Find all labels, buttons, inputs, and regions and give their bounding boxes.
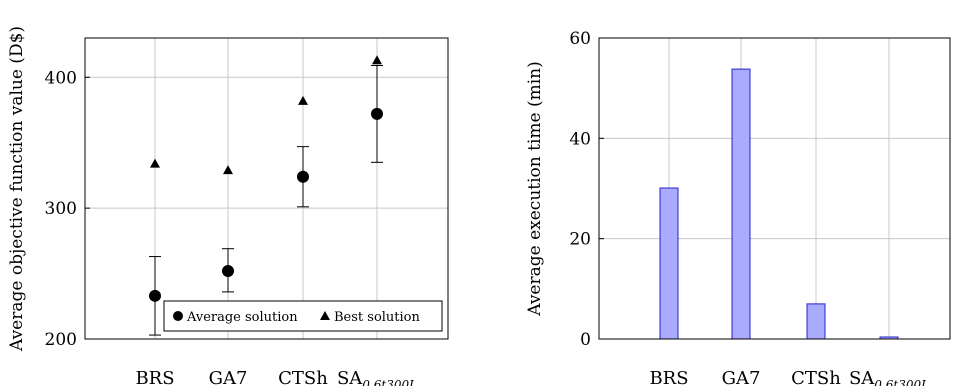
left-category-label-3-base: SA [337,368,363,386]
left-category-label-2: CTSh [278,368,328,386]
right-category-label-0: BRS [649,368,688,386]
right-category-label-3-base: SA [849,368,875,386]
left-y-axis-label: Average objective function value (D$) [7,26,27,352]
right-plot-frame [598,37,951,340]
left-ytick-label-1: 300 [45,199,77,219]
left-category-label-0-base: BRS [135,368,174,386]
right-ytick-label-3: 60 [569,29,591,49]
left-best-point-3 [372,55,382,65]
left-best-point-2 [298,95,308,105]
left-category-label-3-subscript: 0.6t300L [362,378,417,386]
left-best-point-1 [223,165,233,175]
left-ytick-label-0: 200 [45,330,77,350]
right-category-label-3-subscript: 0.6t300L [874,378,929,386]
right-category-label-1: GA7 [722,368,761,386]
right-y-axis-label: Average execution time (min) [525,61,545,317]
left-category-label-2-base: CTSh [278,368,328,386]
legend-average-marker [173,311,183,321]
left-best-point-0 [150,158,160,168]
legend-best-marker [320,311,330,320]
legend-average-label: Average solution [186,310,298,325]
left-average-point-0 [149,289,161,302]
left-category-label-1-base: GA7 [209,368,248,386]
left-average-point-3 [371,107,383,120]
right-bar-2 [806,303,826,340]
legend-best-label: Best solution [334,310,421,325]
right-bar-0 [659,187,679,340]
right-category-label-2: CTSh [791,368,841,386]
left-category-label-1: GA7 [209,368,248,386]
right-category-label-2-base: CTSh [791,368,841,386]
left-legend-box [163,300,443,332]
left-plot-frame [84,37,449,340]
right-ytick-label-2: 40 [569,129,591,149]
right-category-label-1-base: GA7 [722,368,761,386]
left-average-point-1 [222,264,234,277]
right-ytick-label-1: 20 [569,230,591,250]
left-category-label-3: SA0.6t300L [337,368,417,386]
left-category-label-0: BRS [135,368,174,386]
right-ytick-label-0: 0 [580,330,591,350]
right-category-label-0-base: BRS [649,368,688,386]
left-average-point-2 [297,170,309,183]
left-ytick-label-2: 400 [45,68,77,88]
right-category-label-3: SA0.6t300L [849,368,929,386]
right-bar-1 [731,68,751,340]
